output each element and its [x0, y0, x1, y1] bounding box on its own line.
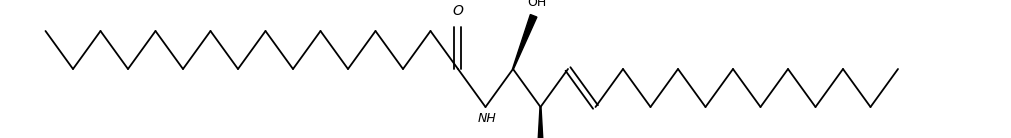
- Text: NH: NH: [477, 112, 496, 125]
- Text: OH: OH: [527, 0, 546, 9]
- Text: O: O: [452, 4, 463, 18]
- Polygon shape: [537, 107, 544, 138]
- Polygon shape: [512, 14, 537, 69]
